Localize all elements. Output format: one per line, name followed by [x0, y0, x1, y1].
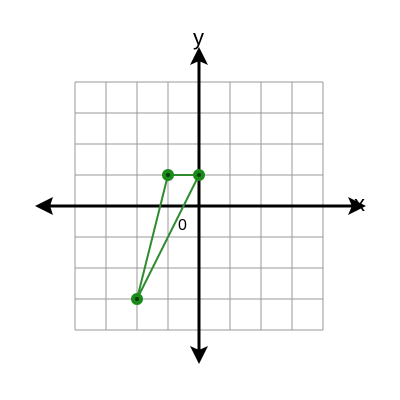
vertex-center-dot-2 — [197, 173, 201, 177]
y-axis-label: y — [193, 25, 204, 50]
y-axis-arrow-top — [190, 47, 208, 65]
triangle-edges — [136, 174, 200, 300]
x-axis-arrow-right — [348, 197, 366, 215]
origin-label: 0 — [178, 217, 187, 234]
vertex-center-dot-3 — [135, 297, 139, 301]
x-axis-label: x — [354, 191, 365, 216]
vertex-center-dot-1 — [166, 173, 170, 177]
triangle — [131, 169, 205, 305]
y-axis-arrow-bottom — [190, 346, 208, 364]
axes — [35, 47, 366, 364]
x-axis-arrow-left — [35, 197, 53, 215]
